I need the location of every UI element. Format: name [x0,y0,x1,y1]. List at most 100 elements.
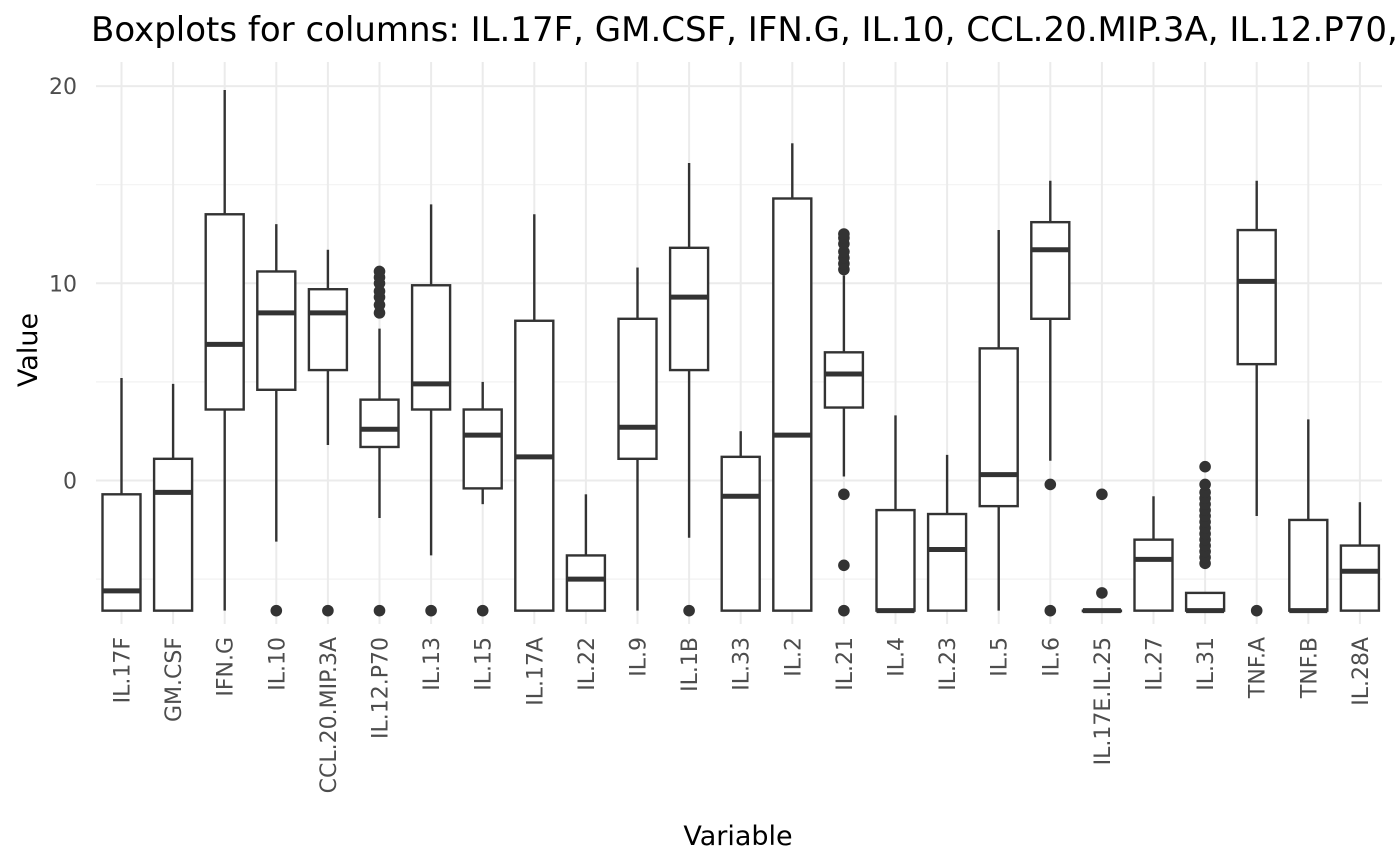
box-iqr [1288,518,1329,612]
box-IL.10 [256,224,297,617]
outlier-point [838,228,850,240]
box-IL.12.P70 [359,265,400,617]
box-IL.31 [1184,460,1226,614]
box-IL.33 [720,431,761,612]
x-tick-label: TNF.A [1246,637,1271,699]
box-iqr [875,508,916,612]
x-tick-label: IL.1B [678,637,703,692]
box-iqr [668,246,710,372]
outlier-point [270,604,283,617]
x-tick-label: IL.2 [781,637,806,677]
outlier-point [373,265,386,278]
box-IL.27 [1133,496,1174,612]
box-IL.28A [1339,502,1381,612]
box-iqr [720,455,761,612]
x-tick-label: IL.33 [730,637,755,691]
y-tick-label: 0 [63,470,77,495]
box-iqr [565,554,607,612]
outlier-point [1044,604,1057,617]
box-iqr [152,457,194,612]
outlier-point [1096,587,1108,599]
box-iqr [1133,538,1174,612]
box-iqr [514,319,555,612]
box-iqr [462,408,503,490]
x-tick-label: IL.9 [627,637,652,677]
x-tick-label: IL.13 [420,637,445,691]
x-axis-ticks: IL.17F GM.CSF IFN.G IL.10 CCL.20.MIP.3A IL.12… [111,637,1374,793]
box-IL.15 [462,381,503,617]
box-GM.CSF [152,383,194,612]
box-iqr [1184,591,1226,612]
box-CCL.20.MIP.3A [307,249,349,617]
box-TNF.B [1288,419,1329,614]
x-tick-label: IL.10 [265,637,290,691]
x-tick-label: IL.12.P70 [369,637,394,739]
box-IL.17E.IL.25 [1081,488,1123,614]
outlier-point [1044,478,1057,491]
box-iqr [204,213,245,411]
box-IFN.G [204,90,245,611]
box-iqr [410,284,452,411]
box-IL.9 [617,267,658,611]
outlier-point [838,559,850,572]
y-tick-label: 10 [49,272,77,297]
chart-title: Boxplots for columns: IL.17F, GM.CSF, IF… [91,10,1400,50]
outlier-point [1096,488,1108,501]
x-tick-label: IL.4 [885,637,910,677]
box-IL.23 [926,454,968,612]
outlier-point [1199,460,1211,473]
outlier-point [683,604,695,617]
box-IL.17A [514,214,555,612]
box-IL.21 [823,228,865,617]
box-iqr [359,398,400,449]
x-tick-label: GM.CSF [162,637,187,722]
box-IL.13 [410,204,452,617]
x-tick-label: IFN.G [214,637,239,697]
x-tick-label: IL.6 [1039,637,1064,677]
boxplot-series [101,90,1381,617]
x-tick-label: IL.17F [111,637,136,703]
x-axis-title: Variable [683,821,792,852]
box-IL.1B [668,163,710,617]
box-IL.4 [875,415,916,614]
box-iqr [926,512,968,612]
box-iqr [823,351,865,409]
x-tick-label: IL.17E.IL.25 [1091,637,1116,765]
x-tick-label: IL.22 [575,637,600,691]
outlier-point [476,604,489,617]
x-tick-label: IL.17A [523,637,548,706]
box-iqr [256,270,297,391]
y-axis-title: Value [13,313,44,387]
outlier-point [322,604,334,617]
x-tick-label: IL.23 [936,637,961,691]
x-tick-label: IL.15 [472,637,497,691]
box-IL.2 [772,143,813,612]
outlier-point [838,488,850,501]
x-tick-label: CCL.20.MIP.3A [317,637,342,793]
box-IL.6 [1030,180,1071,617]
y-tick-label: 20 [49,75,77,100]
x-tick-label: IL.27 [1143,637,1168,691]
box-iqr [1236,228,1277,366]
x-tick-label: IL.5 [988,637,1013,677]
box-iqr [1339,544,1381,612]
x-tick-label: IL.21 [833,637,858,691]
x-tick-label: IL.28A [1349,637,1374,706]
box-IL.5 [978,230,1019,611]
box-IL.22 [565,494,607,612]
box-iqr [1030,220,1071,320]
box-iqr [307,288,349,372]
outlier-point [373,604,386,617]
outlier-point [838,604,850,617]
box-iqr [617,317,658,461]
outlier-point [1250,604,1263,617]
box-IL.17F [101,377,142,612]
x-tick-label: IL.31 [1194,637,1219,691]
box-iqr [978,347,1019,508]
box-iqr [772,197,813,612]
outlier-point [1199,478,1211,491]
y-axis-ticks: 0 10 20 [49,75,77,494]
x-tick-label: TNF.B [1297,637,1322,699]
outlier-point [425,604,437,617]
